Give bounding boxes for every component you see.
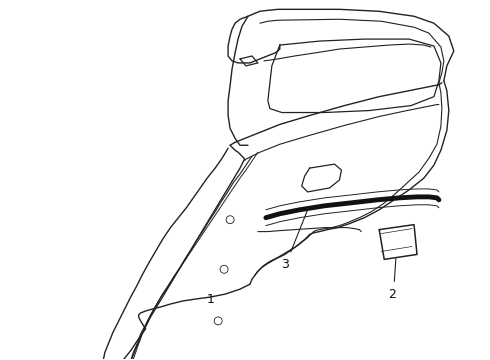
- Polygon shape: [379, 225, 417, 260]
- Text: 1: 1: [206, 293, 214, 306]
- Text: 3: 3: [281, 258, 289, 271]
- Text: 2: 2: [388, 288, 396, 301]
